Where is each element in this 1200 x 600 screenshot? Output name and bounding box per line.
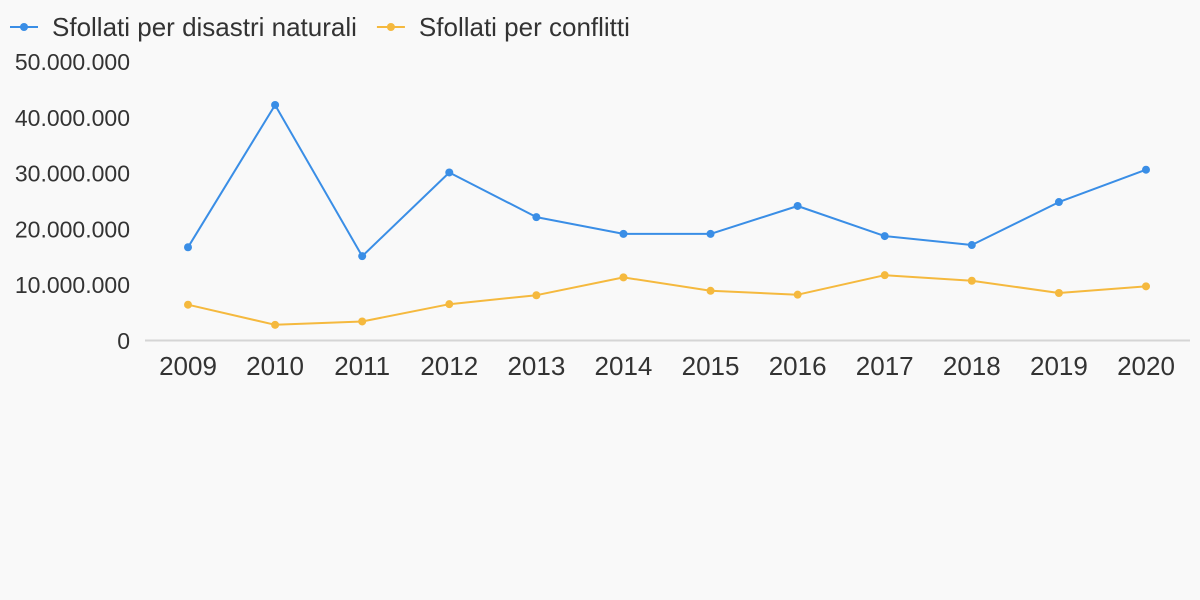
- data-point[interactable]: [1054, 289, 1063, 298]
- data-point[interactable]: [706, 229, 715, 238]
- data-point[interactable]: [880, 271, 889, 280]
- data-point[interactable]: [619, 229, 628, 238]
- data-point[interactable]: [271, 320, 280, 329]
- data-point[interactable]: [271, 100, 280, 109]
- x-tick-label: 2019: [1030, 351, 1088, 381]
- x-tick-label: 2017: [856, 351, 914, 381]
- y-tick-label: 30.000.000: [15, 161, 130, 187]
- data-point[interactable]: [358, 317, 367, 326]
- data-point[interactable]: [619, 273, 628, 282]
- legend-marker-icon: [386, 23, 395, 31]
- x-tick-label: 2014: [595, 351, 653, 381]
- legend-label: Sfollati per disastri naturali: [52, 12, 357, 42]
- data-point[interactable]: [793, 201, 802, 210]
- series-line: [187, 274, 1147, 326]
- data-point[interactable]: [793, 290, 802, 299]
- data-point[interactable]: [358, 252, 367, 261]
- series-line: [187, 104, 1147, 258]
- data-point[interactable]: [445, 300, 454, 309]
- x-tick-label: 2011: [334, 351, 390, 381]
- data-point[interactable]: [880, 232, 889, 241]
- y-tick-label: 10.000.000: [15, 272, 130, 298]
- data-point[interactable]: [1054, 198, 1063, 207]
- x-tick-label: 2020: [1117, 351, 1175, 381]
- x-tick-label: 2015: [682, 351, 740, 381]
- x-axis: 2009 2010 2011 2012 2013 2014 2015 2016 2017 2018…: [159, 351, 1175, 381]
- x-tick-label: 2009: [159, 351, 217, 381]
- x-tick-label: 2018: [943, 351, 1001, 381]
- data-point[interactable]: [706, 286, 715, 295]
- data-point[interactable]: [445, 168, 454, 177]
- legend-marker-icon: [20, 23, 28, 31]
- data-point[interactable]: [967, 276, 976, 285]
- data-point[interactable]: [184, 300, 192, 309]
- series-1: [184, 271, 1150, 329]
- legend-item[interactable]: Sfollati per conflitti: [376, 12, 630, 42]
- series-0: [184, 100, 1150, 261]
- y-tick-label: 50.000.000: [15, 49, 130, 75]
- y-tick-label: 0: [117, 328, 130, 354]
- data-point[interactable]: [1142, 165, 1150, 174]
- data-point[interactable]: [532, 291, 541, 300]
- data-point[interactable]: [1142, 282, 1150, 291]
- y-axis: 0 10.000.000 20.000.000 30.000.000 40.000.00…: [15, 49, 130, 354]
- data-point[interactable]: [967, 241, 976, 250]
- legend-item[interactable]: Sfollati per disastri naturali: [10, 12, 357, 42]
- y-tick-label: 40.000.000: [15, 105, 130, 131]
- x-tick-label: 2016: [769, 351, 827, 381]
- plot-area: [184, 100, 1150, 329]
- x-tick-label: 2013: [507, 351, 565, 381]
- data-point[interactable]: [184, 243, 192, 252]
- chart-legend: Sfollati per disastri naturali Sfollati p…: [10, 12, 630, 42]
- x-tick-label: 2012: [420, 351, 478, 381]
- y-tick-label: 20.000.000: [15, 216, 130, 242]
- data-point[interactable]: [532, 213, 541, 222]
- legend-label: Sfollati per conflitti: [419, 12, 630, 42]
- x-tick-label: 2010: [246, 351, 304, 381]
